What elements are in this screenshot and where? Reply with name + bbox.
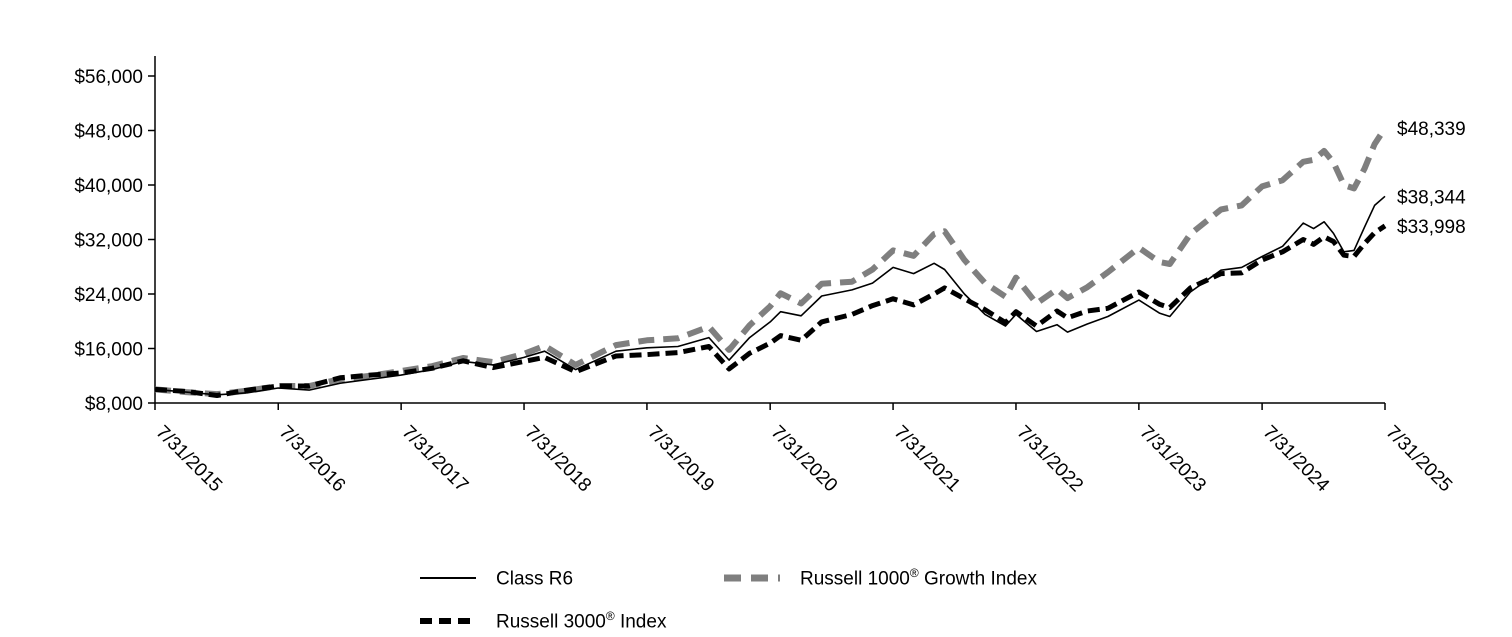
y-tick-label: $16,000	[74, 340, 143, 361]
y-tick-label: $40,000	[74, 176, 143, 197]
chart-series-layer	[154, 126, 1388, 398]
x-tick-label: 7/31/2015	[151, 422, 226, 497]
y-tick-label: $56,000	[74, 67, 143, 88]
series-line-class-r6	[154, 195, 1386, 396]
x-tick-label: 7/31/2018	[520, 422, 595, 497]
x-tick-label: 7/31/2025	[1381, 422, 1456, 497]
legend-label-russell-1000-growth: Russell 1000® Growth Index	[800, 565, 1037, 590]
y-tick-label: $24,000	[74, 285, 143, 306]
legend-item-russell-1000-growth: Russell 1000® Growth Index	[722, 562, 1037, 594]
x-tick-label: 7/31/2022	[1012, 422, 1087, 497]
chart-labels-layer: $38,344 $48,339 $33,998	[1397, 119, 1466, 238]
x-tick-label: 7/31/2016	[275, 422, 350, 497]
y-tick-label: $32,000	[74, 231, 143, 252]
y-tick-label: $8,000	[85, 394, 143, 415]
legend-label-class-r6: Class R6	[496, 568, 574, 590]
chart-legend: Class R6 Russell 1000® Growth Index Russ…	[418, 560, 1138, 636]
legend-swatch-class-r6	[420, 577, 476, 579]
legend-swatch-russell-1000-growth	[724, 574, 780, 582]
x-tick-label: 7/31/2019	[643, 422, 718, 497]
y-tick-label: $48,000	[74, 122, 143, 143]
end-value-label-russell-1000-growth-index: $48,339	[1397, 119, 1466, 140]
x-tick-label: 7/31/2023	[1135, 422, 1210, 497]
legend-swatch-russell-3000	[420, 618, 476, 624]
chart-axes: $8,000 $16,000 $24,000 $32,000 $40,000 $48,00…	[74, 56, 1456, 497]
series-line-russell-3000-index	[154, 223, 1387, 398]
legend-label-russell-3000: Russell 3000® Index	[496, 608, 667, 633]
x-tick-label: 7/31/2021	[890, 422, 965, 497]
end-value-label-russell-3000-index: $33,998	[1397, 217, 1466, 238]
legend-item-russell-3000: Russell 3000® Index	[418, 605, 666, 637]
x-tick-label: 7/31/2020	[767, 422, 842, 497]
x-tick-label: 7/31/2024	[1259, 422, 1334, 497]
legend-item-class-r6: Class R6	[418, 562, 573, 594]
series-line-russell-1000-growth-index	[154, 126, 1388, 398]
x-tick-label: 7/31/2017	[398, 422, 473, 497]
growth-line-chart: $8,000 $16,000 $24,000 $32,000 $40,000 $48,00…	[74, 56, 1466, 497]
end-value-label-class-r6: $38,344	[1397, 187, 1466, 208]
